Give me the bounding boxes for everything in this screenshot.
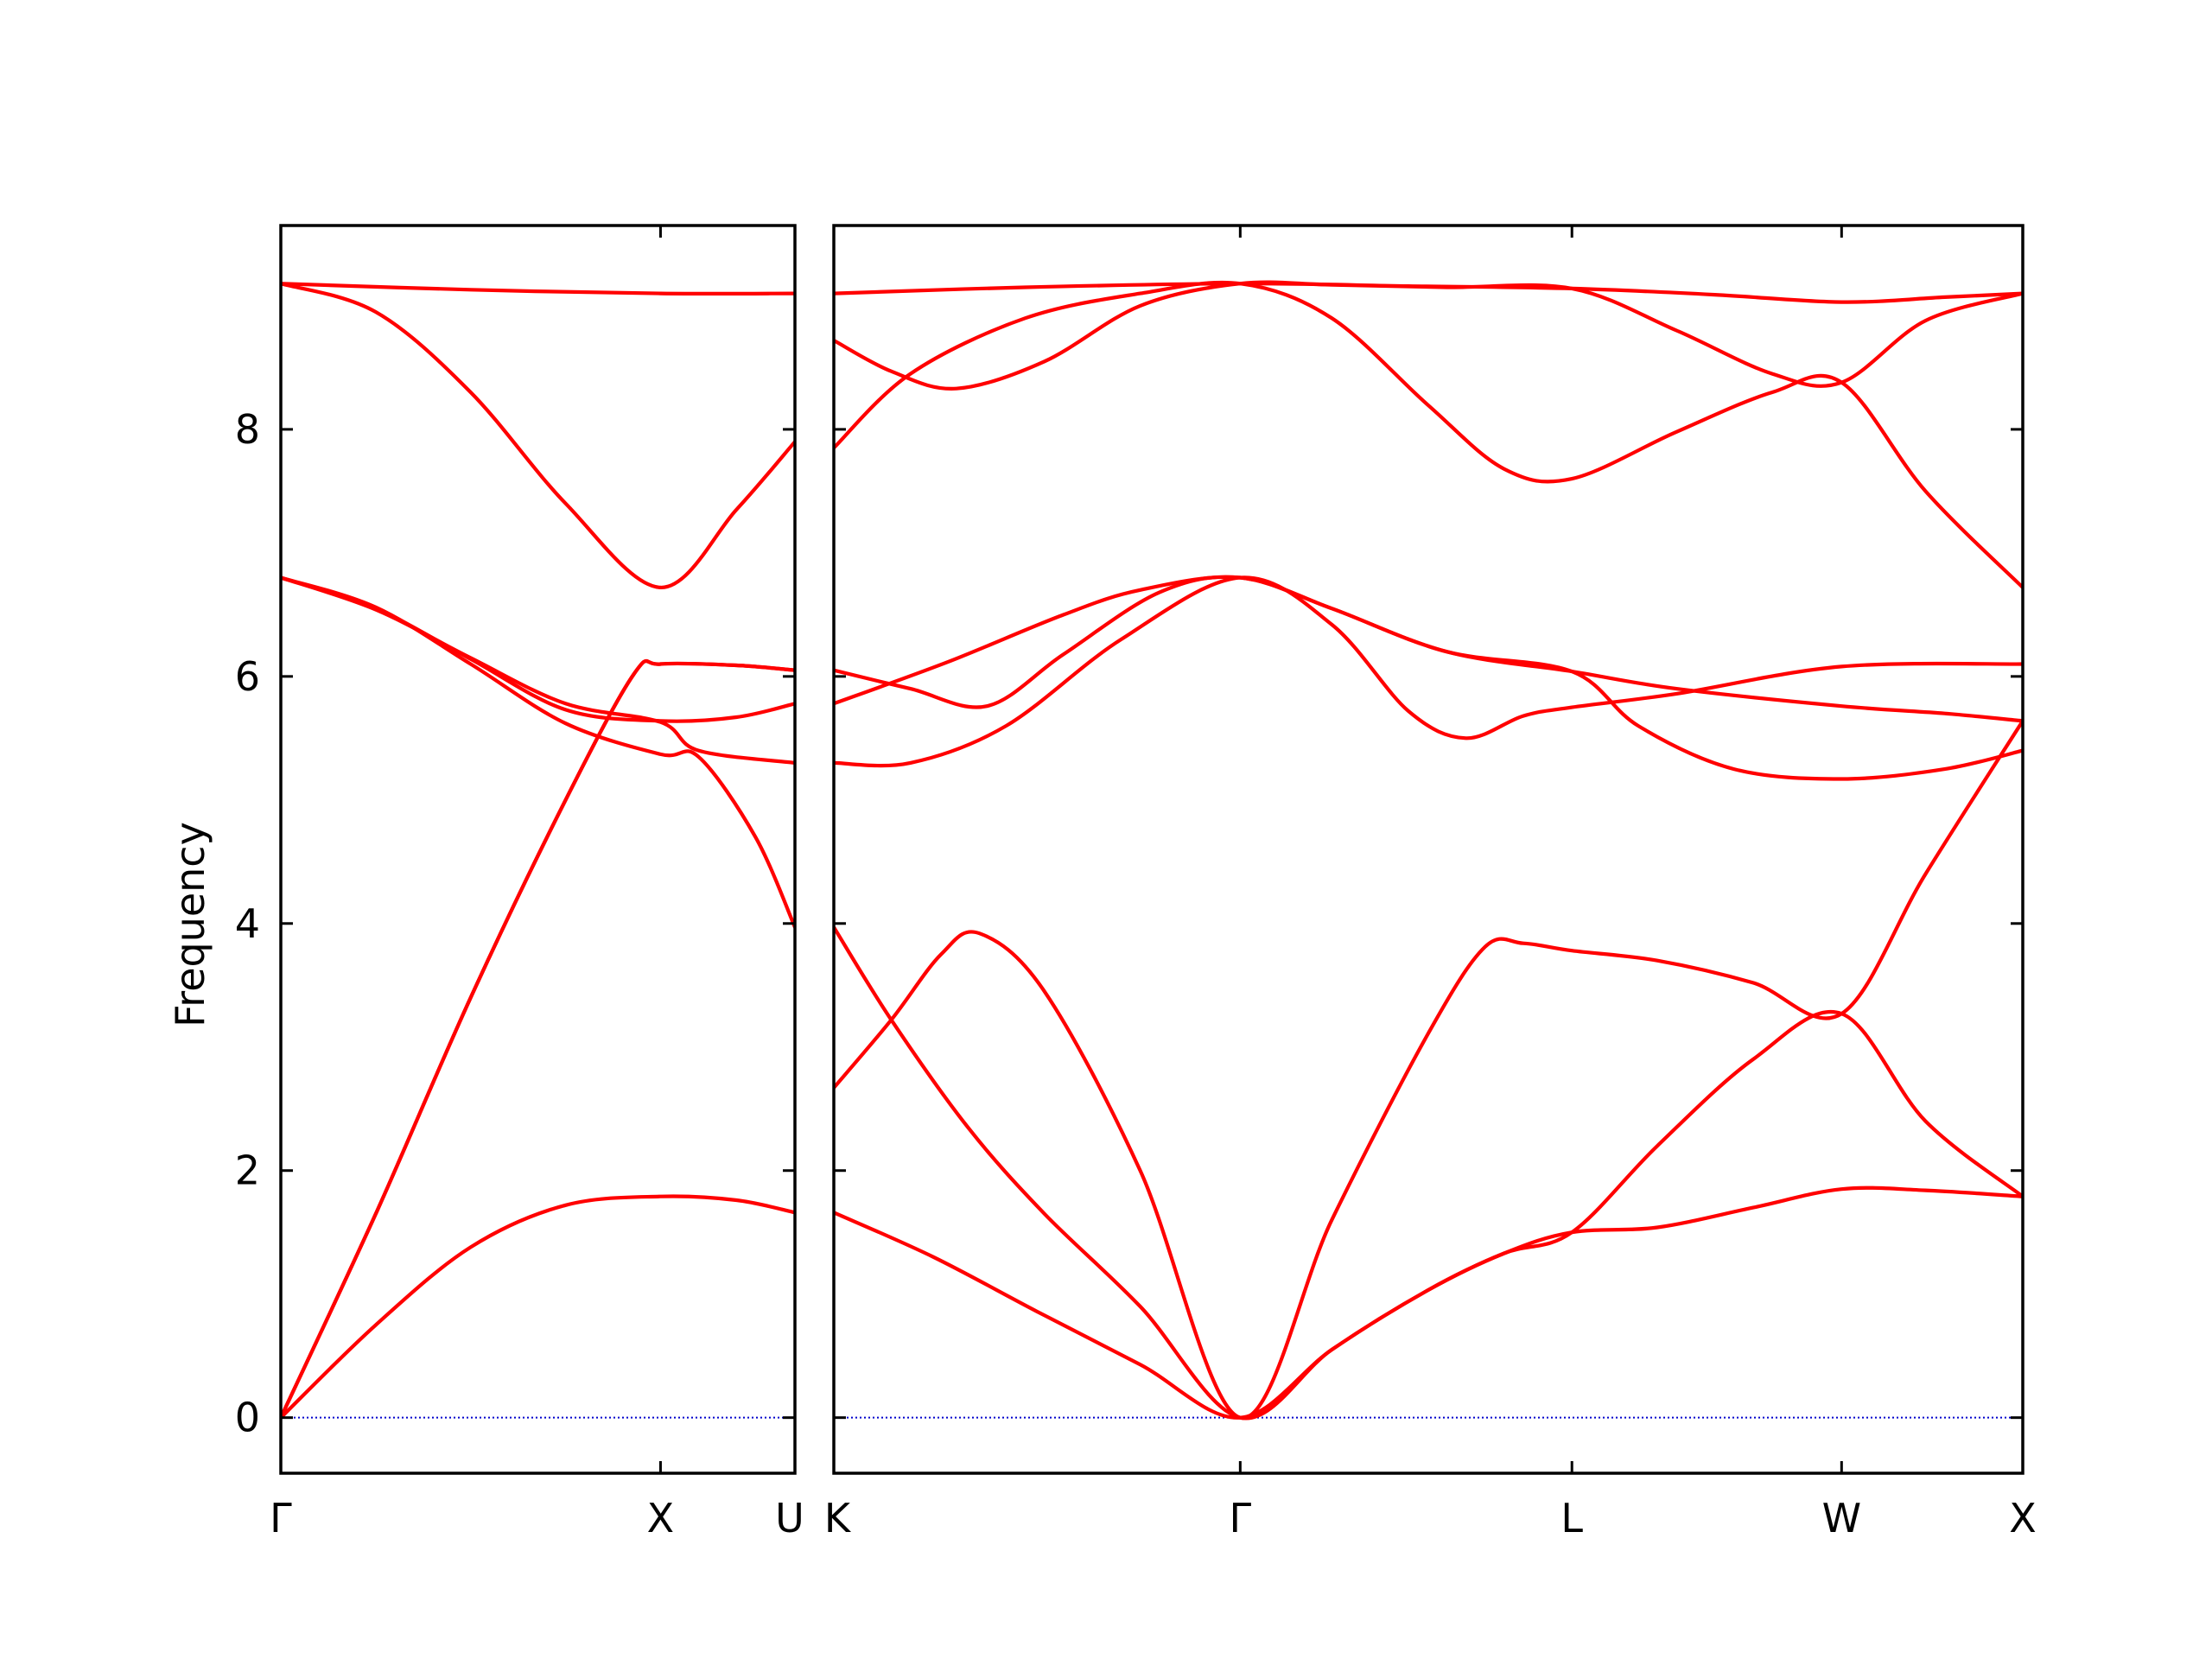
y-tick-label: 2 xyxy=(235,1147,260,1194)
x-tick-label: W xyxy=(1822,1495,1861,1541)
band-series-group xyxy=(834,280,2023,1421)
y-tick-label: 4 xyxy=(235,900,260,947)
x-tick-label: L xyxy=(1560,1495,1583,1541)
band-series-group xyxy=(281,282,795,1420)
band-line-6 xyxy=(834,575,2023,781)
band-line-1 xyxy=(281,1194,795,1420)
x-tick-label: U xyxy=(775,1495,804,1541)
band-line-6 xyxy=(281,575,795,723)
y-tick-label: 6 xyxy=(235,653,260,700)
y-axis-label: Frequency xyxy=(167,822,213,1027)
panel-frame xyxy=(279,224,797,1475)
panel-frame xyxy=(832,224,2024,1475)
x-tick-label: Γ xyxy=(1230,1495,1252,1541)
band-line-3 xyxy=(281,658,795,1420)
panel-gamma-x-u: 0 2 4 6 8 Γ X U xyxy=(235,224,804,1541)
x-tick-label: K xyxy=(824,1495,852,1541)
band-line-9 xyxy=(834,282,2023,304)
band-line-8 xyxy=(281,282,795,296)
x-tick-label: X xyxy=(2009,1495,2037,1541)
band-line-4 xyxy=(834,575,2023,768)
band-line-2 xyxy=(834,925,2023,1421)
x-tick-label: X xyxy=(647,1495,675,1541)
y-tick-label: 0 xyxy=(235,1395,260,1441)
y-tick-label: 8 xyxy=(235,406,260,453)
band-line-3 xyxy=(834,719,2023,1420)
x-tick-label: Γ xyxy=(270,1495,292,1541)
band-line-7 xyxy=(281,282,795,590)
